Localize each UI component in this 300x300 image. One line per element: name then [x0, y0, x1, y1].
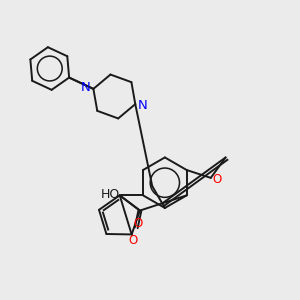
Text: N: N: [138, 99, 148, 112]
Text: O: O: [128, 235, 138, 248]
Text: O: O: [133, 217, 142, 230]
Text: O: O: [213, 173, 222, 186]
Text: HO: HO: [101, 188, 120, 201]
Text: N: N: [81, 81, 91, 94]
